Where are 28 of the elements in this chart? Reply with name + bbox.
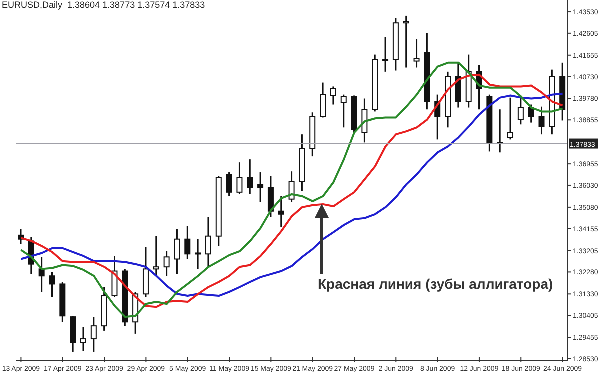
candlestick [80,326,86,352]
candlestick [414,38,420,69]
annotation: Красная линия (зубы аллигатора) [318,276,554,292]
candlestick [164,250,170,277]
candlestick [195,238,202,270]
candlestick [508,97,514,140]
candlestick [538,106,545,136]
candlestick [403,15,410,69]
candlestick [330,86,336,106]
candlestick [278,196,284,228]
candlestick [382,36,389,73]
candlestick [518,97,524,126]
candlestick [153,236,160,277]
candlestick [205,216,212,268]
candlestick [90,316,97,353]
candlestick [528,104,534,124]
candlestick [340,94,347,128]
candlestick [258,172,264,204]
candlestick [288,170,295,204]
chart-title: EURUSD,Daily 1.38604 1.38773 1.37574 1.37833 [2,0,206,10]
candlestick [247,158,254,196]
candlestick [49,271,56,298]
candlestick [184,226,191,260]
candlestick [320,82,326,118]
candlestick [268,176,274,218]
candlestick [236,162,243,196]
candlestick [174,228,180,276]
candlestick [226,172,232,198]
